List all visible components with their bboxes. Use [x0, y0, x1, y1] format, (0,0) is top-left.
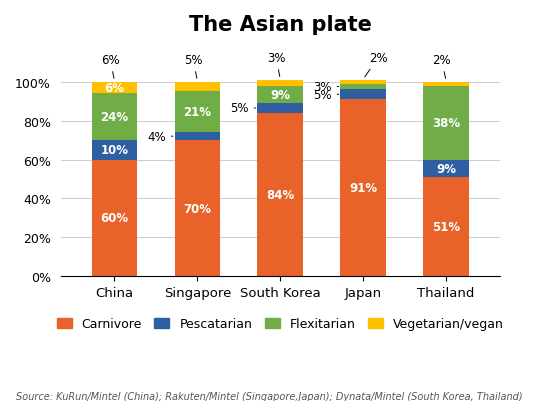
- Text: 51%: 51%: [432, 221, 460, 234]
- Bar: [257, 81, 303, 86]
- Bar: [340, 90, 386, 100]
- Text: 2%: 2%: [365, 52, 388, 78]
- Bar: [340, 100, 386, 277]
- Text: Source: KuRun/Mintel (China); Rakuten/Mintel (Singapore,Japan); Dynata/Mintel (S: Source: KuRun/Mintel (China); Rakuten/Mi…: [16, 391, 523, 401]
- Text: 10%: 10%: [100, 144, 129, 157]
- Bar: [340, 85, 386, 90]
- Bar: [257, 104, 303, 113]
- Bar: [257, 86, 303, 104]
- Text: 3%: 3%: [313, 81, 339, 94]
- Text: 5%: 5%: [184, 54, 203, 79]
- Bar: [423, 83, 469, 86]
- Text: 5%: 5%: [230, 102, 256, 115]
- Bar: [92, 94, 137, 141]
- Bar: [257, 113, 303, 277]
- Text: 21%: 21%: [183, 106, 211, 119]
- Bar: [92, 141, 137, 160]
- Bar: [423, 178, 469, 277]
- Text: 9%: 9%: [436, 162, 456, 175]
- Text: 24%: 24%: [100, 111, 129, 124]
- Bar: [92, 160, 137, 277]
- Text: 5%: 5%: [313, 89, 339, 101]
- Text: 84%: 84%: [266, 188, 294, 202]
- Bar: [175, 141, 220, 277]
- Bar: [175, 92, 220, 133]
- Bar: [175, 133, 220, 141]
- Legend: Carnivore, Pescatarian, Flexitarian, Vegetarian/vegan: Carnivore, Pescatarian, Flexitarian, Veg…: [51, 313, 509, 336]
- Text: 9%: 9%: [270, 89, 291, 101]
- Text: 4%: 4%: [147, 130, 173, 143]
- Text: 70%: 70%: [183, 202, 211, 215]
- Text: 38%: 38%: [432, 117, 460, 130]
- Text: 3%: 3%: [267, 52, 285, 77]
- Text: 91%: 91%: [349, 182, 377, 195]
- Bar: [423, 86, 469, 160]
- Text: 2%: 2%: [433, 54, 451, 79]
- Bar: [340, 81, 386, 85]
- Text: 60%: 60%: [100, 212, 129, 225]
- Bar: [92, 83, 137, 94]
- Text: 6%: 6%: [105, 82, 124, 95]
- Text: 6%: 6%: [101, 54, 120, 79]
- Bar: [423, 160, 469, 178]
- Bar: [175, 83, 220, 92]
- Title: The Asian plate: The Asian plate: [189, 15, 371, 35]
